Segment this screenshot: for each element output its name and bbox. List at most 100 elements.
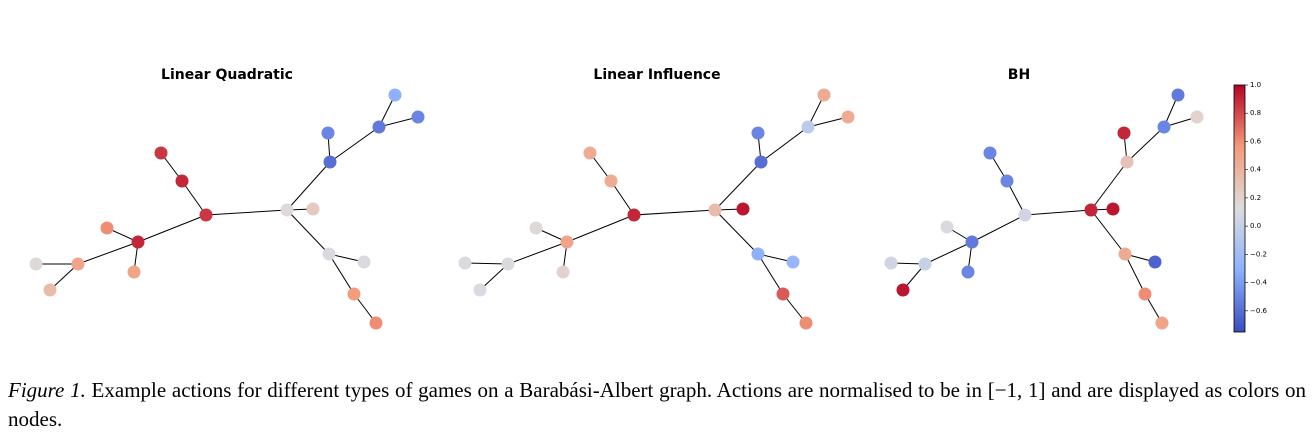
edge (1126, 126, 1165, 163)
node (940, 220, 954, 234)
node (501, 257, 515, 271)
node (1155, 316, 1169, 330)
node (100, 221, 114, 235)
node (175, 174, 189, 188)
node (71, 257, 85, 271)
colorbar-tick-label: −0.4 (1250, 279, 1268, 287)
node (776, 287, 790, 301)
edge (137, 214, 207, 243)
edge (714, 209, 759, 255)
edge (181, 180, 207, 216)
node (1120, 155, 1134, 169)
node (817, 88, 831, 102)
node (199, 208, 213, 222)
node (560, 235, 574, 249)
colorbar (1233, 84, 1246, 333)
node (357, 255, 371, 269)
colorbar-tick-label: 0.8 (1250, 109, 1261, 117)
node (127, 265, 141, 279)
node (627, 208, 641, 222)
node (1157, 120, 1171, 134)
node (736, 202, 750, 216)
node (321, 126, 335, 140)
node (154, 146, 168, 160)
colorbar-tick-label: −0.6 (1250, 307, 1268, 315)
colorbar-tick-label: 0.4 (1250, 166, 1262, 174)
node (29, 257, 43, 271)
node (751, 126, 765, 140)
node (1138, 287, 1152, 301)
node (961, 265, 975, 279)
edge (1090, 209, 1126, 255)
panel-title: Linear Influence (593, 67, 720, 83)
node (1000, 174, 1014, 188)
node (43, 283, 57, 297)
edge (464, 262, 509, 265)
node (372, 120, 386, 134)
caption-label: Figure 1. (8, 378, 86, 402)
colorbar-tick-label: −0.2 (1250, 250, 1267, 258)
colorbar-tick-label: 0.0 (1250, 222, 1261, 230)
node (583, 146, 597, 160)
node (896, 283, 910, 297)
node (131, 235, 145, 249)
node (529, 221, 543, 235)
node (1084, 203, 1098, 217)
edge (807, 116, 849, 128)
node (388, 88, 402, 102)
edge (760, 126, 809, 163)
edge (1090, 161, 1128, 211)
node (1018, 208, 1032, 222)
edge (971, 214, 1026, 243)
edge (77, 241, 139, 265)
node (369, 316, 383, 330)
edge (757, 253, 784, 295)
edge (286, 209, 330, 255)
edge (714, 161, 762, 211)
edge (1124, 253, 1146, 295)
node (473, 283, 487, 297)
node (1118, 247, 1132, 261)
node (801, 120, 815, 134)
figure: Linear Quadratic Linear Influence BH 1.0 0.8… (29, 67, 1268, 333)
node (754, 155, 768, 169)
node (280, 203, 294, 217)
caption: Figure 1. Example actions for different … (8, 376, 1306, 434)
node (347, 287, 361, 301)
edge (205, 209, 288, 216)
colorbar-tick-label: 1.0 (1250, 81, 1261, 89)
node (751, 247, 765, 261)
node (708, 203, 722, 217)
node (322, 247, 336, 261)
edge (566, 214, 635, 243)
node (1171, 88, 1185, 102)
edge (286, 161, 331, 211)
node (799, 316, 813, 330)
node (884, 256, 898, 270)
node (604, 174, 618, 188)
node (918, 257, 932, 271)
edge (610, 180, 635, 216)
node (841, 110, 855, 124)
caption-text: Example actions for different types of g… (8, 378, 1306, 431)
node (983, 146, 997, 160)
edge (633, 209, 716, 216)
node (1148, 255, 1162, 269)
edge (378, 116, 419, 128)
edge (329, 126, 380, 163)
edge (1024, 209, 1092, 216)
edge (507, 241, 568, 265)
panel-title: Linear Quadratic (161, 67, 293, 83)
node (556, 265, 570, 279)
node (458, 256, 472, 270)
edge (328, 253, 355, 295)
node (1106, 202, 1120, 216)
node (1117, 126, 1131, 140)
colorbar-tick-label: 0.2 (1250, 194, 1261, 202)
node (1190, 110, 1204, 124)
colorbar-tick-label: 0.6 (1250, 137, 1262, 145)
node (323, 155, 337, 169)
node (306, 202, 320, 216)
panel-title: BH (1008, 67, 1030, 83)
